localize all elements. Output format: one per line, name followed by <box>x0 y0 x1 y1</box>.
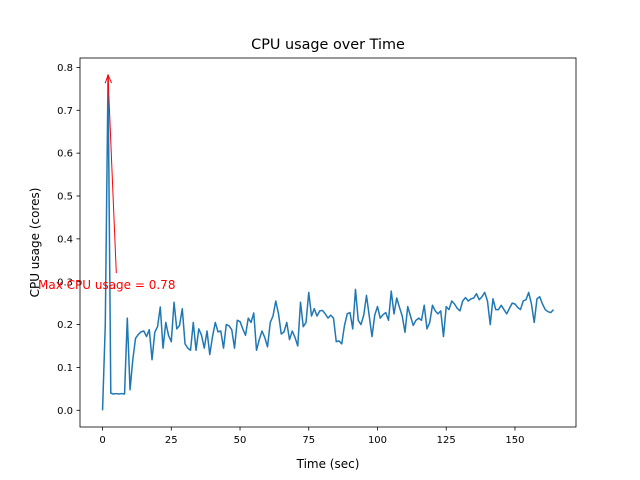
annotation-arrow-line <box>107 76 117 274</box>
x-tick-label: 100 <box>368 435 387 446</box>
x-tick-label: 75 <box>302 435 315 446</box>
y-tick-label: 0.7 <box>57 106 73 117</box>
y-tick-label: 0.1 <box>57 363 73 374</box>
y-tick-label: 0.6 <box>57 149 73 160</box>
y-tick-label: 0.8 <box>57 63 73 74</box>
annotation-layer: Max CPU usage = 0.78 <box>38 73 175 292</box>
plot-frame <box>79 57 577 428</box>
max-cpu-annotation: Max CPU usage = 0.78 <box>38 278 175 292</box>
x-tick-label: 50 <box>234 435 247 446</box>
y-tick-label: 0.0 <box>57 406 73 417</box>
y-tick-label: 0.5 <box>57 192 73 203</box>
x-tick-label: 150 <box>505 435 524 446</box>
y-tick-label: 0.3 <box>57 277 73 288</box>
plot-area <box>80 58 576 427</box>
y-tick-label: 0.4 <box>57 234 73 245</box>
series-layer <box>101 74 555 411</box>
annotation-arrow-head <box>104 73 113 84</box>
chart-title: CPU usage over Time <box>251 37 405 53</box>
y-tick-label: 0.2 <box>57 320 73 331</box>
cpu-usage-line <box>101 74 555 411</box>
y-axis-ticks: 0.0 0.1 0.2 0.3 0.4 0.5 0.6 0.7 0.8 <box>57 63 80 417</box>
x-tick-label: 25 <box>165 435 178 446</box>
y-axis-label: CPU usage (cores) <box>28 188 42 298</box>
x-tick-label: 0 <box>99 435 105 446</box>
x-axis-ticks: 0 25 50 75 100 125 150 <box>99 427 525 446</box>
x-axis-label: Time (sec) <box>296 457 360 471</box>
x-tick-label: 125 <box>437 435 456 446</box>
